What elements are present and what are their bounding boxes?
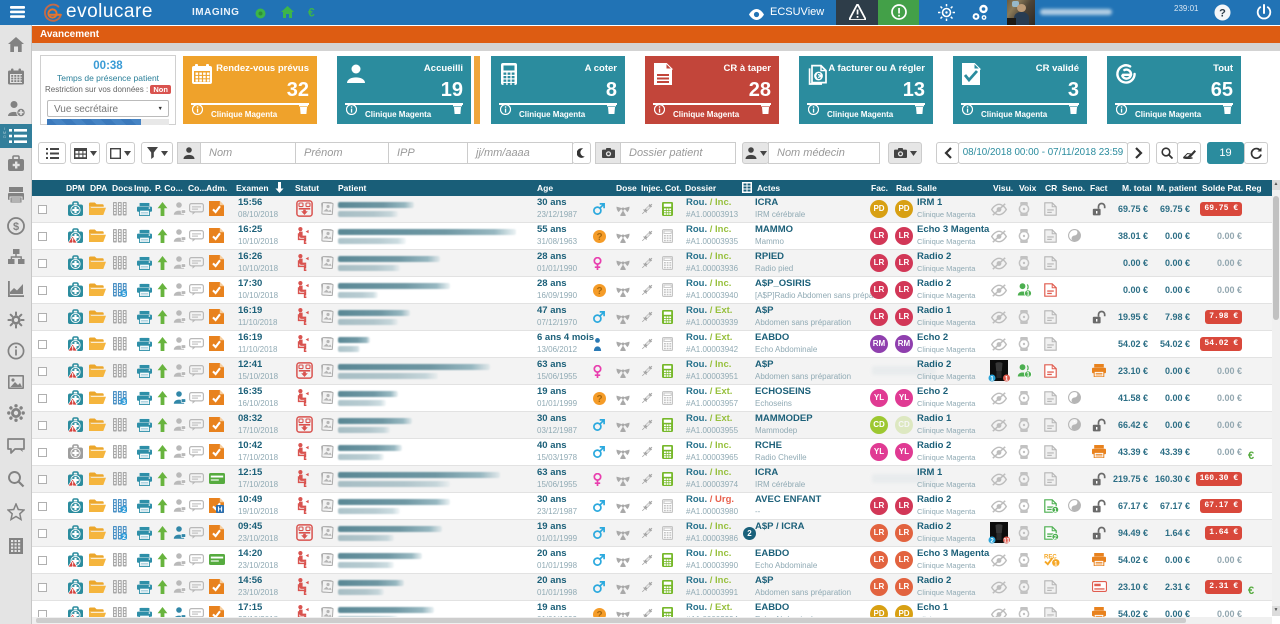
- svg-text:€: €: [308, 6, 315, 18]
- svg-text:2: 2: [122, 534, 126, 540]
- svg-text:1: 1: [990, 376, 994, 382]
- svg-text:3: 3: [122, 399, 126, 405]
- svg-text:2: 2: [990, 538, 994, 544]
- svg-text:?: ?: [596, 286, 602, 297]
- svg-text:1: 1: [1026, 292, 1030, 297]
- svg-text:1: 1: [1005, 376, 1009, 382]
- svg-text:H: H: [217, 506, 222, 513]
- svg-text:$: $: [13, 221, 19, 233]
- svg-text:€: €: [816, 71, 821, 81]
- svg-text:11: 11: [1003, 538, 1010, 544]
- svg-text:?: ?: [596, 232, 602, 243]
- svg-text:5: 5: [122, 291, 126, 297]
- svg-text:REC: REC: [1044, 555, 1057, 561]
- svg-text:1: 1: [1054, 508, 1058, 513]
- svg-text:1: 1: [1054, 561, 1058, 567]
- svg-text:2: 2: [1054, 535, 1057, 540]
- svg-text:?: ?: [596, 394, 602, 405]
- svg-text:?: ?: [596, 610, 602, 621]
- svg-text:1: 1: [1026, 373, 1030, 378]
- svg-text:?: ?: [1219, 8, 1226, 20]
- svg-text:2: 2: [122, 507, 126, 513]
